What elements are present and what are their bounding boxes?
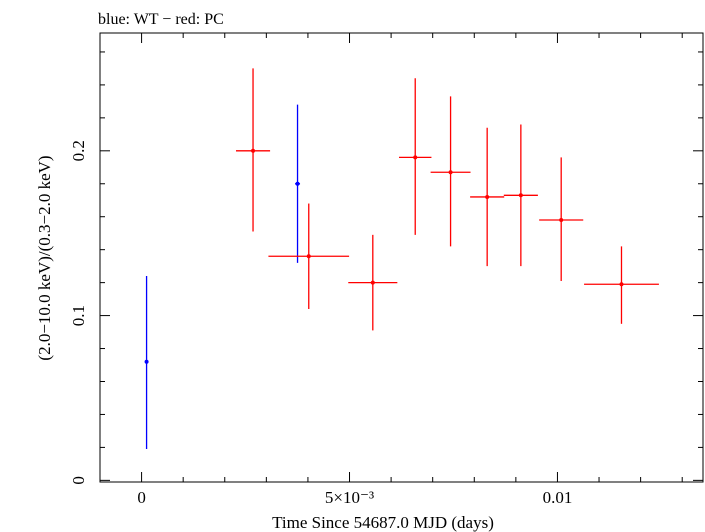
chart-title: blue: WT − red: PC <box>98 11 224 28</box>
data-point <box>399 78 432 235</box>
data-point <box>584 246 659 324</box>
point-marker <box>619 282 624 287</box>
point-marker <box>448 170 453 175</box>
point-marker <box>485 194 490 199</box>
data-points <box>144 68 659 450</box>
point-marker <box>251 148 256 153</box>
point-marker <box>518 193 523 198</box>
data-point <box>268 203 350 309</box>
x-tick-label: 5×10⁻³ <box>325 488 374 507</box>
data-point <box>348 234 398 331</box>
data-point <box>503 124 538 267</box>
point-marker <box>413 155 418 160</box>
data-point <box>430 96 471 247</box>
series-1 <box>235 68 659 331</box>
data-point <box>295 104 301 263</box>
point-marker <box>144 359 149 364</box>
x-axis-label: Time Since 54687.0 MJD (days) <box>272 513 494 532</box>
data-point <box>470 127 505 267</box>
plot-frame <box>99 32 704 483</box>
y-tick-label: 0.2 <box>69 140 88 161</box>
series-0 <box>144 104 301 450</box>
point-marker <box>306 254 311 259</box>
data-point <box>539 157 584 281</box>
point-marker <box>370 280 375 285</box>
x-tick-label: 0 <box>137 488 146 507</box>
x-tick-label: 0.01 <box>543 488 573 507</box>
y-tick-label: 0.1 <box>69 305 88 326</box>
point-marker <box>295 181 300 186</box>
data-point <box>235 68 271 232</box>
data-point <box>144 276 149 450</box>
y-axis-label: (2.0−10.0 keV)/(0.3−2.0 keV) <box>35 155 54 360</box>
x-axis-ticks: 0 5×10⁻³ 0.01 <box>99 33 683 507</box>
y-axis-ticks: 0 0.1 0.2 <box>69 51 703 485</box>
point-marker <box>559 218 564 223</box>
y-tick-label: 0 <box>69 476 88 485</box>
